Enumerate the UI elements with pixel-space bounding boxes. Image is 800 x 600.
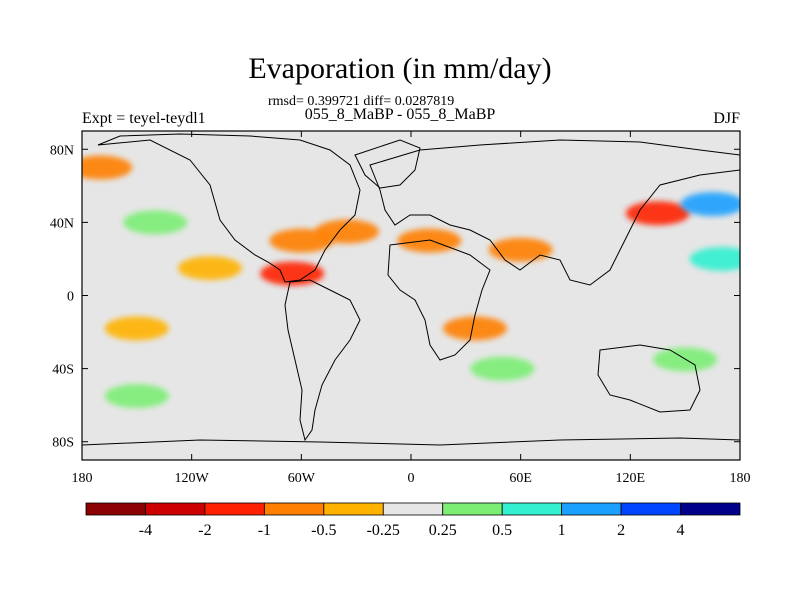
stats-text: rmsd= 0.399721 diff= 0.0287819 (268, 94, 455, 109)
coastlines (82, 133, 740, 446)
colorbar-swatch (561, 502, 622, 516)
colorbar-swatch (442, 502, 503, 516)
y-tick-label: 0 (67, 290, 74, 305)
chart-title: Evaporation (in mm/day) (248, 52, 552, 85)
x-tick-label: 0 (408, 471, 415, 486)
field-blob-6 (315, 219, 380, 244)
field-blob-8 (397, 228, 462, 253)
field-blob-14 (470, 356, 535, 381)
colorbar-swatch (323, 502, 384, 516)
y-tick-label: 40S (52, 363, 74, 378)
colorbar-label: -1 (258, 522, 271, 539)
colorbar-label: 2 (617, 522, 625, 539)
field-blob-2 (177, 256, 242, 281)
colorbar-swatch (620, 502, 681, 516)
field-blob-1 (123, 210, 188, 235)
colorbar-swatch (145, 502, 206, 516)
colorbar-label: -0.5 (311, 522, 336, 539)
season-label: DJF (713, 110, 740, 127)
x-tick-label: 60W (288, 471, 316, 486)
field-blob-4 (104, 384, 169, 409)
colorbar-swatch (382, 502, 444, 516)
x-tick-label: 180 (730, 471, 751, 486)
chart-subtitle: 055_8_MaBP - 055_8_MaBP (304, 106, 496, 123)
x-tick-label: 180 (72, 471, 93, 486)
colorbar-swatch (501, 502, 563, 516)
x-tick-label: 120E (616, 471, 646, 486)
field-blob-13 (442, 316, 507, 341)
field-blob-9 (488, 237, 553, 262)
field-blob-0 (82, 155, 133, 180)
field-blob-10 (625, 201, 690, 226)
x-tick-label: 120W (175, 471, 210, 486)
x-tick-label: 60E (509, 471, 532, 486)
field-blob-12 (689, 246, 740, 271)
colorbar-label: -4 (139, 522, 152, 539)
colorbar-label: 4 (677, 522, 685, 539)
experiment-label: Expt = teyel-teydl1 (82, 110, 206, 127)
colorbar-label: -0.25 (367, 522, 400, 539)
colorbar: -4 -2 -1 -0.5 -0.25 0.25 0.5 1 2 4 (85, 502, 741, 539)
colorbar-swatch (204, 502, 265, 516)
y-tick-label: 80S (52, 436, 74, 451)
colorbar-label: 0.5 (492, 522, 512, 539)
colorbar-swatch (680, 502, 741, 516)
colorbar-label: 0.25 (429, 522, 457, 539)
colorbar-label: 1 (558, 522, 566, 539)
y-tick-label: 40N (50, 216, 74, 231)
colorbar-swatch (85, 502, 146, 516)
map-background (82, 131, 740, 460)
colorbar-swatch (263, 502, 325, 516)
y-tick-label: 80N (50, 143, 74, 158)
axes: 180 120W 60W 0 60E 120E 180 80N 40N 0 40S 80S (50, 131, 751, 486)
colorbar-label: -2 (198, 522, 211, 539)
field-blob-11 (680, 192, 740, 217)
field-blob-3 (104, 316, 169, 341)
